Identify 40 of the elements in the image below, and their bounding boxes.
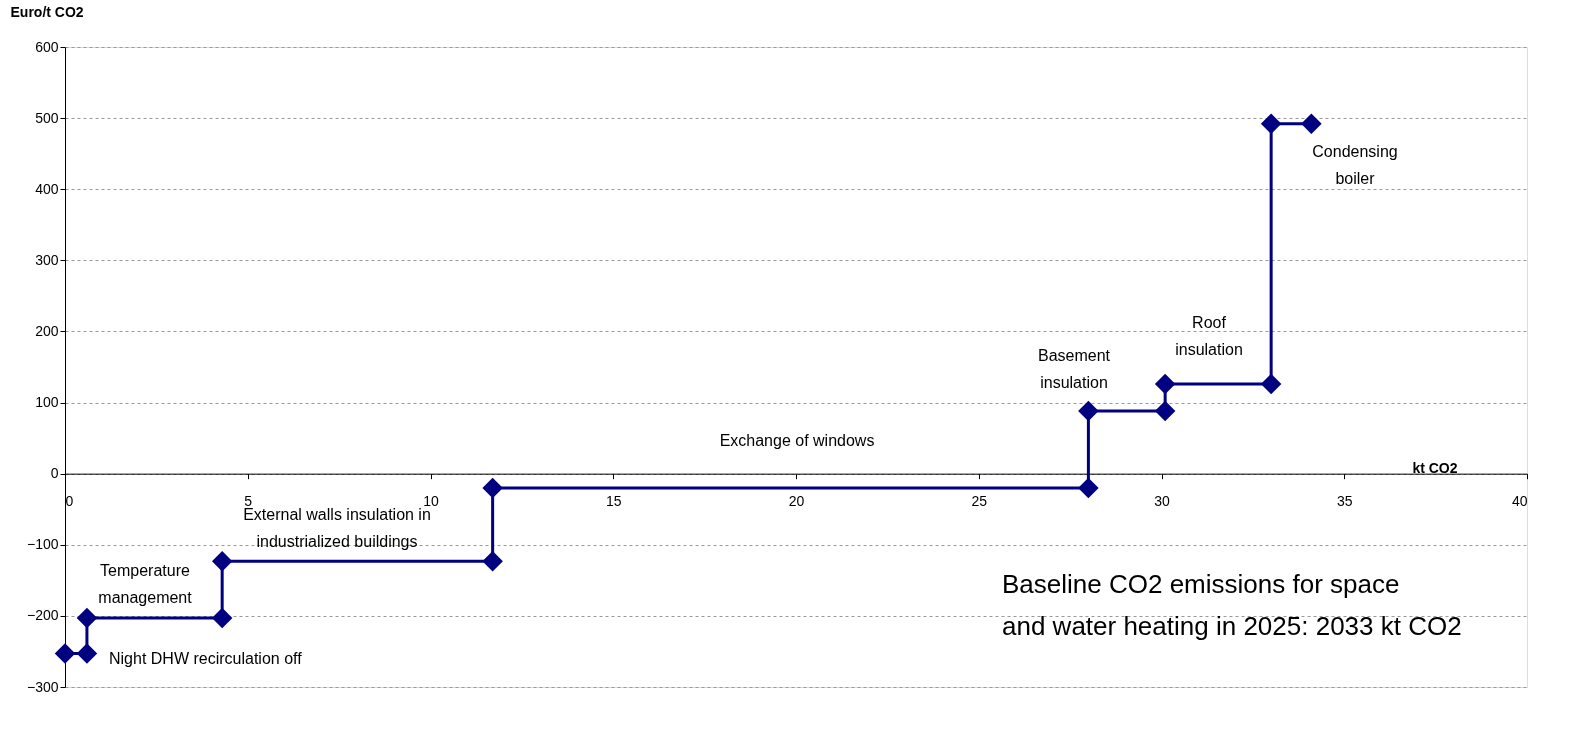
point (1154, 400, 1176, 422)
point (1301, 113, 1322, 135)
x-tick-label: 20 (788, 493, 805, 510)
annotation: Exchange of windows (719, 431, 875, 449)
point (1154, 373, 1176, 395)
point (76, 607, 98, 629)
point (482, 477, 503, 499)
annotation: Basement insulation (1037, 347, 1111, 392)
y-tick-label: −300 (26, 678, 59, 695)
x-tick-label: 15 (605, 493, 622, 510)
annotation: Night DHW recirculation off (109, 649, 303, 667)
point (211, 550, 233, 572)
x-tick-label: 0 (65, 493, 74, 510)
y-tick-label: 500 (35, 109, 59, 126)
annotation: Roof insulation (1175, 313, 1243, 358)
y-tick-label: 300 (35, 251, 59, 268)
y-tick-label: 0 (50, 465, 59, 482)
point (1078, 477, 1099, 499)
y-tick-label: −200 (26, 607, 59, 624)
point (211, 607, 233, 629)
y-axis-title: Euro/t CO2 (10, 3, 84, 20)
point (1260, 373, 1282, 395)
x-tick-label: 35 (1336, 493, 1353, 510)
x-tick-label: 25 (971, 493, 988, 510)
y-tick-label: 100 (35, 394, 59, 411)
y-tick-label: 400 (35, 180, 59, 197)
x-tick-label: 40 (1511, 493, 1528, 510)
y-tick-label: −100 (26, 536, 59, 553)
point (1078, 400, 1099, 422)
point (54, 643, 76, 664)
point (76, 643, 98, 664)
x-tick-label: 30 (1154, 493, 1170, 510)
annotation: Condensing boiler (1312, 143, 1398, 188)
y-tick-label: 200 (35, 322, 59, 339)
annotation: Baseline CO2 emissions for space and water heating in 2025: 2033 kt CO2 (1002, 569, 1462, 642)
x-axis-title: kt CO2 (1412, 460, 1458, 477)
point (482, 550, 503, 572)
point (1260, 113, 1282, 135)
y-tick-label: 600 (35, 38, 59, 55)
annotation: Temperature management (98, 561, 193, 607)
